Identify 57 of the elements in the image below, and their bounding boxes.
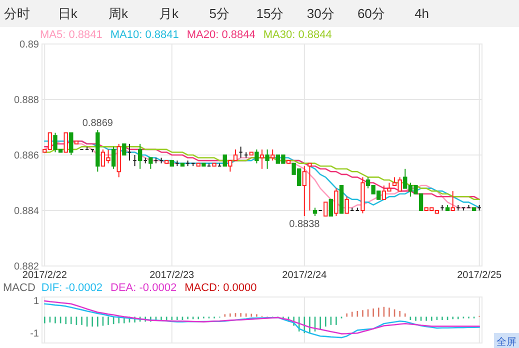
series-label: DEA: -0.0002: [110, 282, 177, 294]
candlestick: [254, 148, 259, 164]
y-tick-label: 0.888: [14, 95, 40, 106]
text: 周k: [108, 6, 128, 21]
candlestick: [308, 162, 312, 211]
candlestick: [328, 198, 334, 217]
text: 月k: [159, 6, 180, 21]
candlestick: [84, 146, 90, 150]
candlestick: [265, 148, 270, 170]
text: 日k: [58, 6, 78, 21]
candlestick: [334, 188, 338, 217]
y-tick-label: 0.89: [20, 40, 40, 50]
candlestick: [138, 143, 142, 170]
candlestick: [132, 154, 137, 167]
y-tick-label: 0.882: [14, 262, 40, 272]
text: 15分: [256, 6, 284, 21]
candlestick: [148, 157, 153, 170]
text: 5分: [209, 6, 230, 21]
text: 分时: [4, 6, 30, 21]
chart-title: MACD: [3, 282, 36, 294]
text: MA10: 0.8841: [110, 29, 179, 41]
candlestick: [302, 166, 306, 217]
x-tick-label: 2017/2/22: [22, 270, 68, 281]
y-tick-label: -1: [30, 328, 40, 340]
text: 全屏: [496, 336, 516, 348]
text: 4h: [414, 6, 430, 21]
candlestick: [111, 146, 116, 170]
text: MA20: 0.8844: [186, 29, 256, 41]
annotation: 0.8869: [82, 118, 114, 130]
y-tick-label: 0.886: [14, 150, 40, 162]
candlestick: [344, 196, 349, 214]
series-label: MACD: 0.0000: [184, 282, 257, 294]
candlestick: [238, 146, 243, 158]
y-tick-label: 0.884: [14, 206, 40, 217]
text: 60分: [357, 6, 385, 21]
candlestick: [450, 190, 455, 211]
candlestick: [69, 132, 74, 156]
candlestick: [461, 207, 466, 211]
candlestick: [260, 148, 264, 170]
text: MA30: 0.8844: [263, 29, 332, 41]
text: 30分: [306, 6, 334, 21]
candlestick: [244, 152, 248, 158]
x-tick-label: 2017/2/23: [150, 270, 195, 281]
candlestick: [64, 132, 68, 153]
candlestick: [222, 154, 227, 167]
text: MA5: 0.8841: [40, 29, 102, 41]
candlestick: [122, 143, 126, 156]
candlestick: [270, 148, 275, 162]
candlestick: [127, 143, 132, 162]
series-label: DIF: -0.0002: [41, 282, 103, 294]
annotation: 0.8838: [289, 219, 320, 230]
candlestick: [324, 202, 328, 217]
y-tick-label: 1: [33, 296, 40, 307]
x-tick-label: 2017/2/25: [457, 270, 502, 281]
candlestick: [350, 207, 354, 211]
x-tick-label: 2017/2/24: [282, 270, 328, 281]
candlestick: [355, 207, 360, 211]
